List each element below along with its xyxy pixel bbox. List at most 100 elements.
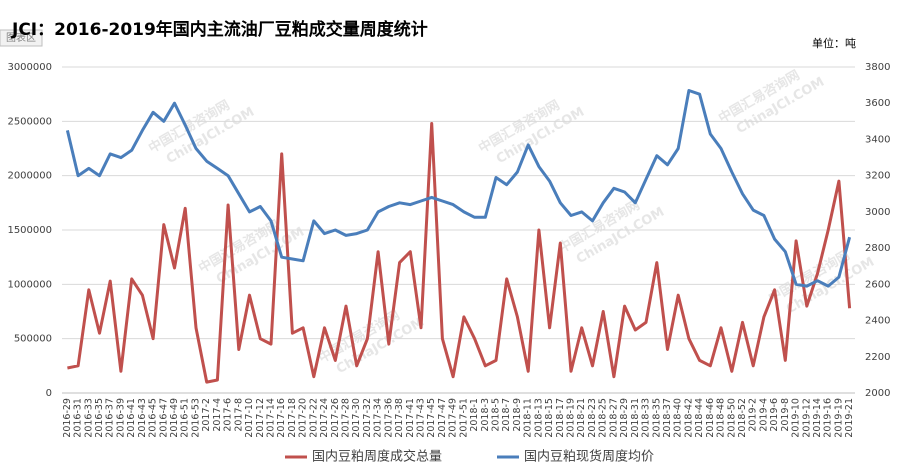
x-tick-label: 2016-53 [190,398,201,438]
x-tick-label: 2017-12 [255,398,266,438]
x-tick-label: 2017-45 [426,398,437,438]
x-tick-label: 2016-31 [73,398,84,438]
y-tick-label: 1500000 [7,225,52,236]
x-tick-label: 2019-6 [769,398,780,432]
x-tick-label: 2017-26 [330,398,341,438]
x-tick-label: 2016-49 [169,398,180,438]
x-tick-label: 2016-33 [83,398,94,438]
x-tick-label: 2018-42 [683,398,694,438]
x-tick-label: 2016-45 [148,398,159,438]
x-tick-label: 2017-2 [201,398,212,432]
x-tick-label: 2017-18 [287,398,298,438]
legend-label: 国内豆粕周度成交总量 [312,449,442,465]
x-tick-label: 2018-48 [716,398,727,438]
x-tick-label: 2019-4 [758,398,769,432]
y2-tick-label: 3600 [865,98,890,109]
labels: 0 500000 1000000 1500000 2000000 2500000 30000… [7,62,890,438]
x-tick-label: 2019-16 [823,398,834,438]
y-tick-label: 0 [46,388,52,399]
x-tick-label: 2016-39 [115,398,126,438]
x-tick-label: 2018-27 [608,398,619,438]
x-tick-label: 2018-11 [523,398,534,438]
x-tick-label: 2018-29 [619,398,630,438]
x-tick-label: 2019-19 [833,398,844,438]
x-tick-label: 2017-36 [383,398,394,438]
x-tick-label: 2017-30 [351,398,362,438]
legend-label: 国内豆粕现货周度均价 [524,449,654,465]
x-tick-label: 2018-25 [598,398,609,438]
y-tick-label: 1000000 [7,279,52,290]
x-tick-label: 2018-31 [630,398,641,438]
y2-tick-label: 2800 [865,243,890,254]
x-tick-label: 2017-51 [458,398,469,438]
x-tick-label: 2018-3 [480,398,491,432]
x-tick-label: 2019-10 [791,398,802,438]
y2-tick-label: 2600 [865,279,890,290]
y2-tick-label: 3200 [865,171,890,182]
x-tick-label: 2017-16 [276,398,287,438]
y-tick-label: 2500000 [7,116,52,127]
x-tick-label: 2017-43 [415,398,426,438]
x-tick-label: 2017-4 [212,398,223,432]
y-tick-label: 3000000 [7,62,52,73]
x-tick-label: 2017-8 [233,398,244,432]
x-tick-label: 2018-19 [566,398,577,438]
x-tick-label: 2018-5 [491,398,502,432]
x-tick-label: 2017-32 [362,398,373,438]
y2-tick-label: 2000 [865,388,890,399]
area-tag: 图表区 [6,31,36,44]
x-tick-label: 2017-34 [373,398,384,438]
x-tick-label: 2016-43 [137,398,148,438]
x-tick-label: 2016-35 [94,398,105,438]
series-line [67,122,852,384]
x-tick-label: 2018-23 [587,398,598,438]
x-tick-label: 2018-40 [673,398,684,438]
x-tick-label: 2018-50 [726,398,737,438]
area-tag-box [0,29,43,47]
x-tick-label: 2016-37 [105,398,116,438]
x-tick-label: 2016-47 [158,398,169,438]
x-tick-label: 2016-51 [180,398,191,438]
lines [65,89,852,384]
grid [62,66,855,394]
x-tick-label: 2019-8 [780,398,791,432]
y2-tick-label: 3000 [865,207,890,218]
x-tick-label: 2017-28 [340,398,351,438]
x-tick-label: 2019-14 [812,398,823,438]
y-tick-label: 2000000 [7,171,52,182]
x-tick-label: 2019-21 [844,398,855,438]
x-tick-label: 2018-35 [651,398,662,438]
x-tick-label: 2019-2 [748,398,759,432]
y2-tick-label: 2200 [865,352,890,363]
x-tick-label: 2018-9 [512,398,523,432]
x-tick-label: 2017-24 [319,398,330,438]
x-tick-label: 2018-21 [576,398,587,438]
x-tick-label: 2017-47 [437,398,448,438]
x-tick-label: 2018-44 [694,398,705,438]
x-tick-label: 2017-14 [265,398,276,438]
x-tick-label: 2016-41 [126,398,137,438]
x-tick-label: 2018-52 [737,398,748,438]
x-tick-label: 2017-22 [308,398,319,438]
y2-tick-label: 2400 [865,316,890,327]
y2-tick-label: 3400 [865,134,890,145]
x-tick-label: 2017-41 [405,398,416,438]
x-tick-label: 2017-10 [244,398,255,438]
x-tick-label: 2018-13 [533,398,544,438]
x-tick-label: 2018-46 [705,398,716,438]
x-tick-label: 2018-17 [555,398,566,438]
x-tick-label: 2017-6 [223,398,234,432]
y-tick-label: 500000 [14,334,52,345]
x-tick-label: 2018-15 [544,398,555,438]
chart-title: JCI：2016-2019年国内主流油厂豆粕成交量周度统计 [11,19,428,40]
x-tick-label: 2017-20 [298,398,309,438]
x-tick-label: 2016-29 [62,398,73,438]
x-tick-label: 2019-12 [801,398,812,438]
x-tick-label: 2018-1 [469,398,480,432]
x-tick-label: 2018-37 [662,398,673,438]
series-line [65,89,852,288]
x-tick-label: 2017-49 [448,398,459,438]
y2-tick-label: 3800 [865,62,890,73]
unit-label: 单位：吨 [812,36,856,50]
